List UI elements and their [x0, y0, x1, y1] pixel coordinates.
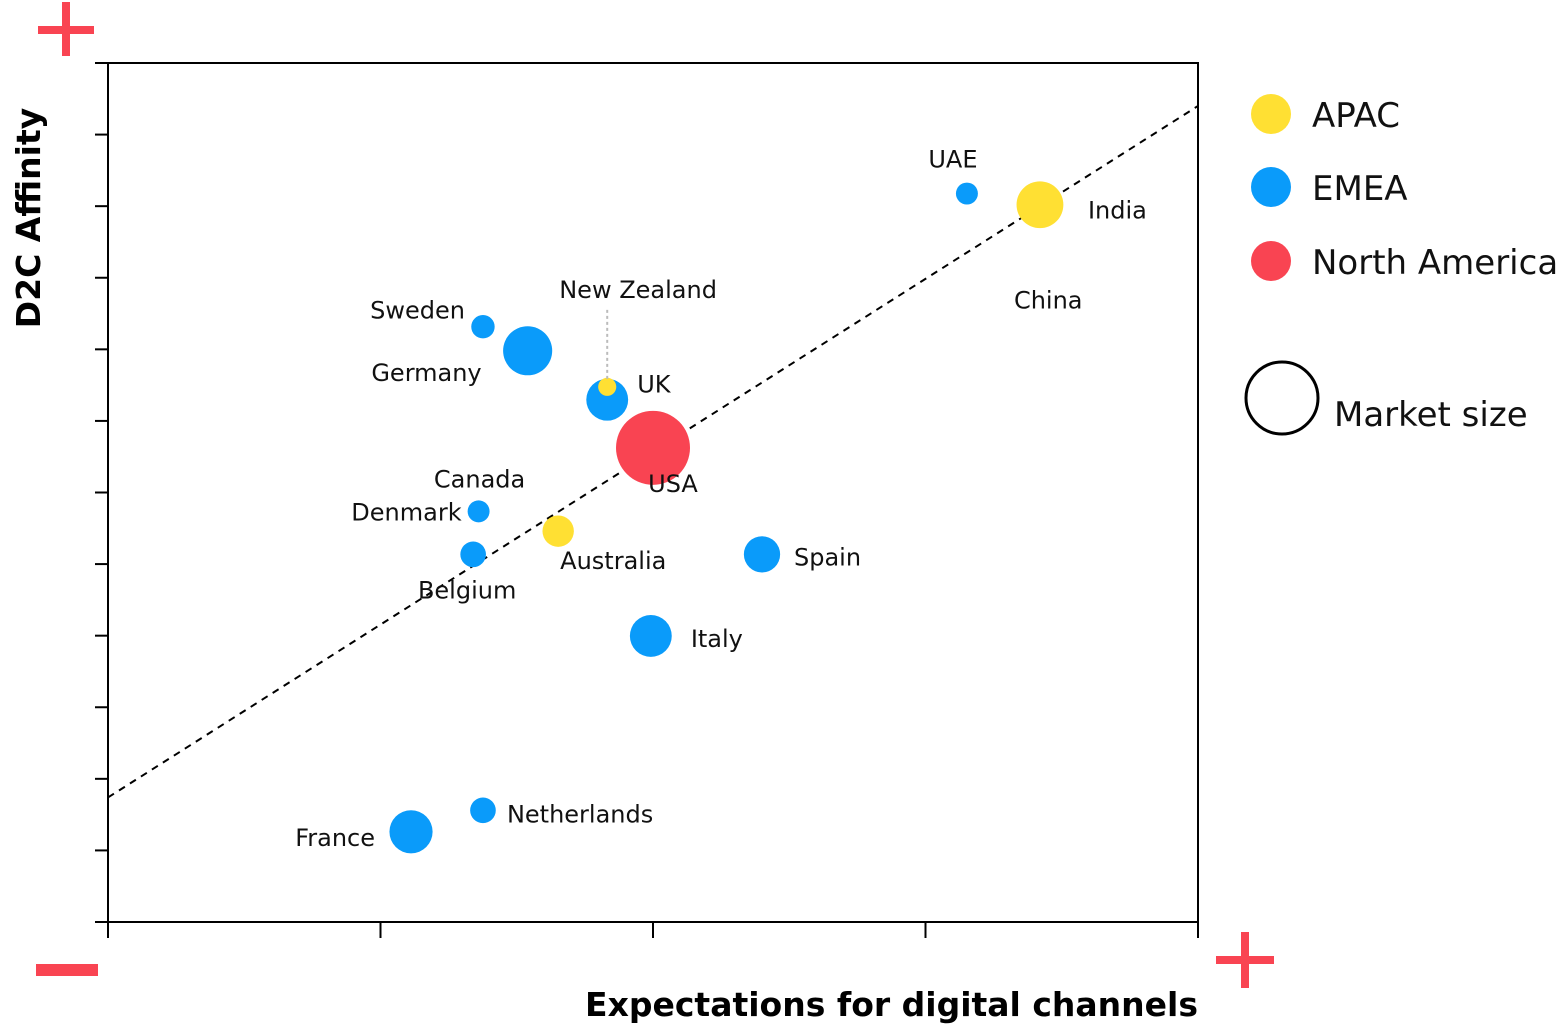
- x-axis-title: Expectations for digital channels: [585, 985, 1198, 1024]
- legend-label-apac: APAC: [1312, 96, 1400, 136]
- label-spain: Spain: [794, 543, 861, 571]
- bubbles: [389, 181, 1064, 854]
- bubble-germany: [503, 326, 553, 376]
- bubble-sweden: [471, 315, 495, 339]
- label-india: India: [1088, 197, 1147, 225]
- bubble-australia: [542, 515, 574, 547]
- label-china: China: [1014, 287, 1083, 315]
- legend-label-north-america: North America: [1312, 243, 1558, 283]
- bubble-denmark: [467, 500, 490, 523]
- label-germany: Germany: [371, 359, 481, 387]
- legend: APAC EMEA North America: [1251, 94, 1558, 283]
- point-labels: India China Australia New Zealand UAE Sweden G…: [295, 146, 1147, 852]
- label-uk: UK: [637, 371, 672, 399]
- bubble-spain: [743, 536, 781, 573]
- size-legend-circle: [1244, 360, 1320, 436]
- label-uae: UAE: [928, 146, 977, 174]
- legend-swatch-emea: [1251, 167, 1291, 207]
- label-new-zealand: New Zealand: [559, 276, 717, 304]
- y-axis-title: D2C Affinity: [9, 108, 48, 329]
- bubble-netherlands: [470, 797, 496, 824]
- bubble-uk: [586, 378, 629, 421]
- legend-label-emea: EMEA: [1312, 169, 1408, 209]
- bubble-uae: [955, 182, 978, 205]
- label-france: France: [295, 824, 375, 852]
- size-legend-label: Market size: [1334, 395, 1528, 435]
- label-sweden: Sweden: [370, 297, 465, 325]
- x-plus-marker: [1216, 932, 1274, 988]
- x-minus-marker: [36, 964, 98, 976]
- bubble-belgium: [460, 541, 486, 568]
- y-plus-marker: [38, 2, 94, 56]
- legend-swatch-north-america: [1251, 241, 1291, 281]
- tick-marks: [95, 62, 1199, 938]
- bubble-italy: [629, 615, 672, 657]
- size-legend: Market size: [1244, 360, 1528, 436]
- label-netherlands: Netherlands: [507, 800, 653, 828]
- label-canada: Canada: [434, 465, 525, 493]
- label-denmark: Denmark: [351, 498, 461, 526]
- bubble-new-zealand: [598, 377, 617, 396]
- label-italy: Italy: [691, 625, 743, 653]
- label-australia: Australia: [560, 547, 666, 575]
- label-usa: USA: [648, 470, 698, 498]
- label-belgium: Belgium: [418, 576, 516, 604]
- bubble-france: [389, 810, 433, 854]
- bubble-usa: [616, 410, 690, 485]
- legend-swatch-apac: [1251, 94, 1291, 134]
- bubble-india: [1016, 181, 1064, 229]
